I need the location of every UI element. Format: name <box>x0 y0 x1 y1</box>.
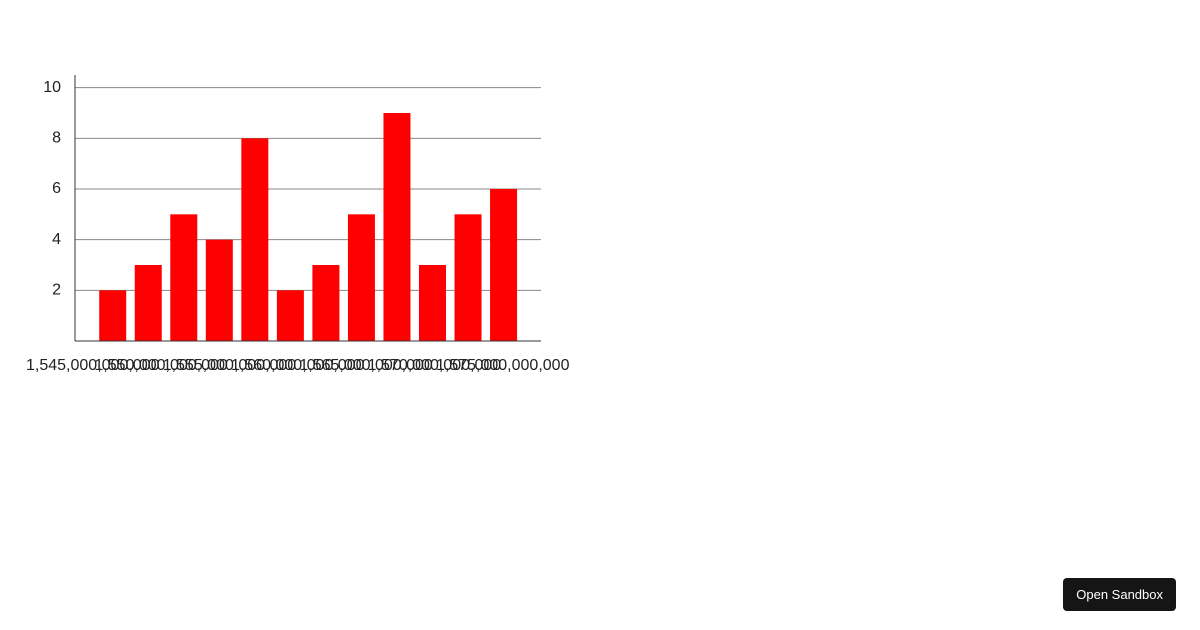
bar <box>276 290 304 341</box>
bar <box>347 214 375 341</box>
y-tick-label: 2 <box>52 282 61 299</box>
bar <box>170 214 198 341</box>
x-tick-label: 1,560,000,000,000 <box>231 357 365 374</box>
y-tick-label: 4 <box>52 231 61 248</box>
x-tick-label: 1,570,000,000,000 <box>368 357 502 374</box>
y-tick-label: 10 <box>43 79 61 96</box>
bar <box>490 189 518 341</box>
x-tick-label: 1,550,000,000,000 <box>94 357 228 374</box>
open-sandbox-button[interactable]: Open Sandbox <box>1063 578 1176 611</box>
x-tick-label: 1,555,000,000,000 <box>163 357 297 374</box>
bar <box>383 113 411 341</box>
chart: 2 4 6 8 10 1,545,000,000,0001,550,000,000,000… <box>26 75 570 374</box>
y-tick-label: 6 <box>52 180 61 197</box>
y-tick-label: 8 <box>52 130 61 147</box>
bar <box>241 138 269 341</box>
bar <box>205 239 233 341</box>
x-tick-label: 1,565,000,000,000 <box>299 357 433 374</box>
bar <box>134 265 162 341</box>
x-tick-label: 1,575,000,000,000 <box>436 357 570 374</box>
bar <box>99 290 127 341</box>
bar <box>454 214 482 341</box>
bar <box>418 265 446 341</box>
bar <box>312 265 340 341</box>
x-tick-label: 1,545,000,000,000 <box>26 357 160 374</box>
